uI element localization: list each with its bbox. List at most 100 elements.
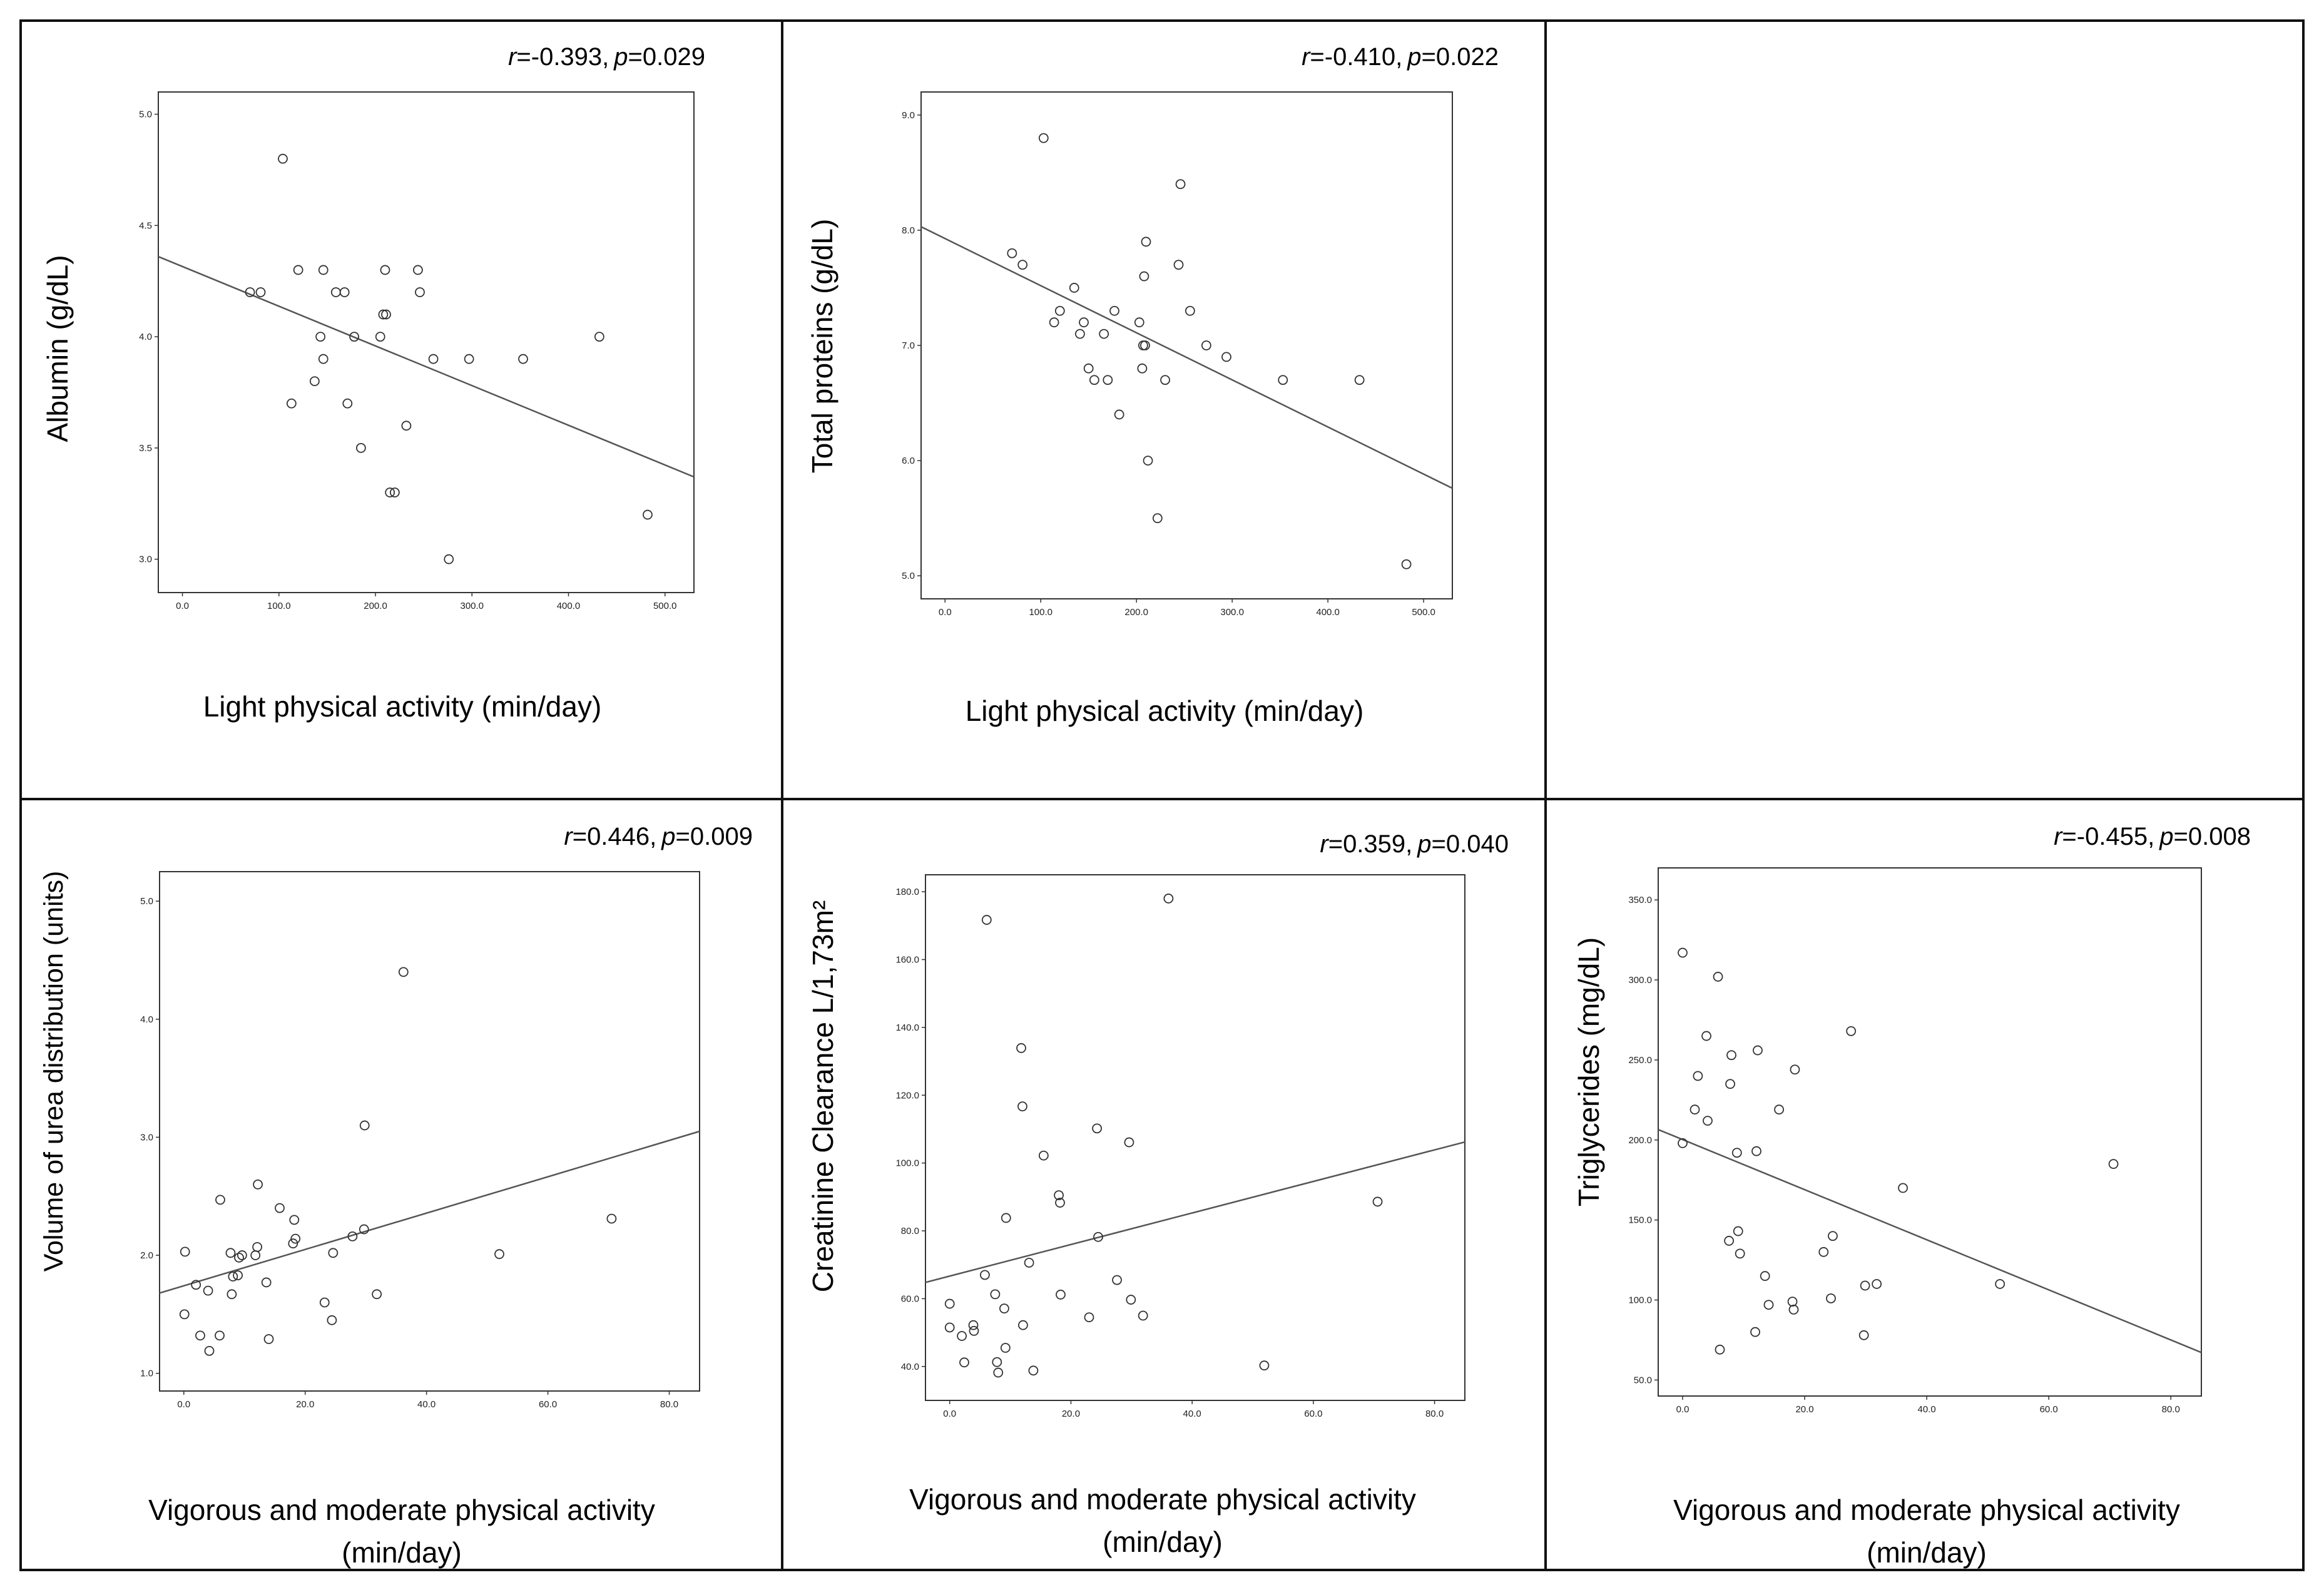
y-tick-label: 350.0 [1628,895,1652,905]
x-tick-label: 400.0 [1316,607,1340,618]
data-point [1995,1279,2005,1289]
data-point [261,1277,272,1288]
data-point [328,1248,339,1258]
x-tick-label: 500.0 [653,601,677,611]
data-point [1713,972,1723,982]
y-tick-label: 80.0 [901,1226,919,1236]
data-point [286,398,297,409]
data-point [444,554,454,564]
data-point [944,1298,955,1309]
fit-line [920,226,1453,489]
data-point [1055,1198,1065,1208]
data-point [944,1322,955,1333]
data-point [1689,1104,1700,1115]
x-tick-label: 0.0 [939,607,952,618]
y-axis-label: Creatinine Clearance L/1,73m² [807,900,839,1292]
p-value: =0.029 [628,43,705,71]
data-point [1173,260,1184,270]
data-point [1083,363,1094,374]
data-point [1401,559,1412,569]
data-point [1038,133,1049,143]
y-tick-label: 250.0 [1628,1055,1652,1066]
data-point [1221,352,1231,362]
data-point [1018,1320,1028,1330]
data-point [1751,1146,1761,1156]
data-point [380,265,390,275]
x-tick-label: 40.0 [1183,1409,1201,1419]
x-tick-label: 100.0 [1029,607,1052,618]
p-symbol: p [1407,43,1421,71]
x-tick-label: 80.0 [2162,1404,2180,1415]
data-point [494,1249,504,1260]
x-tick-label: 0.0 [177,1399,190,1410]
r-value: =-0.393, [516,43,609,71]
data-point [349,332,359,342]
data-point [203,1285,213,1296]
data-point [1139,271,1149,282]
grid-outer-border [19,19,2305,1571]
data-point [359,1224,369,1235]
y-tick-label: 4.5 [139,220,152,231]
p-symbol: p [1417,830,1431,858]
y-tick-label: 40.0 [901,1362,919,1372]
data-point [1788,1304,1799,1315]
data-point [1760,1271,1770,1282]
p-value: =0.040 [1432,830,1509,858]
data-point [1089,375,1099,385]
data-point [1733,1226,1743,1236]
y-tick-label: 4.0 [139,332,152,342]
data-point [255,287,266,297]
y-tick-label: 4.0 [140,1014,153,1025]
data-point [289,1215,300,1225]
data-point [1137,363,1148,374]
r-symbol: r [1302,43,1311,71]
x-tick-label: 200.0 [1124,607,1148,618]
data-point [1109,305,1119,316]
data-point [1858,1330,1869,1340]
data-point [643,509,653,520]
r-symbol: r [2054,823,2063,850]
data-point [1163,894,1174,904]
data-point [464,354,474,364]
data-point [428,354,439,364]
data-point [215,1330,225,1341]
x-tick-label: 200.0 [364,601,387,611]
p-value: =0.009 [676,823,753,850]
y-tick-label: 180.0 [895,887,919,897]
x-axis-label: Light physical activity (min/day) [203,690,602,723]
data-point [1678,947,1688,958]
r-value: =0.359, [1328,830,1413,858]
fit-line [1658,1129,2202,1353]
y-ticks: 5.0 6.0 7.0 8.0 9.0 [902,110,921,581]
panel-urea-volume: r=0.446, p=0.009 1.0 2.0 3.0 4.0 5.0 0.0 20.0 4… [39,823,753,1569]
plot-frame [1658,867,2202,1397]
y-tick-label: 120.0 [895,1090,919,1101]
data-point [252,1241,263,1252]
x-tick-label: 40.0 [417,1399,436,1410]
fit-line [158,255,695,478]
x-tick-label: 40.0 [1918,1404,1936,1415]
p-symbol: p [613,43,628,71]
data-point [1000,1343,1011,1353]
r-value: =0.446, [573,823,657,850]
y-axis-label: Volume of urea distribution (units) [39,871,69,1272]
data-point [1372,1196,1383,1207]
x-tick-label: 100.0 [267,601,291,611]
data-point [594,332,604,342]
y-tick-label: 3.0 [139,554,152,565]
p-value: =0.022 [1422,43,1499,71]
r-value: =-0.410, [1310,43,1402,71]
x-ticks: 0.0 100.0 200.0 300.0 400.0 500.0 [939,599,1435,618]
data-point [1075,329,1085,339]
y-axis-label: Total proteins (g/dL) [806,219,838,474]
y-tick-label: 100.0 [1628,1295,1652,1306]
p-symbol: p [661,823,675,850]
r-symbol: r [564,823,573,850]
panel-total-proteins: r=-0.410, p=0.022 5.0 6.0 7.0 8.0 9.0 0.0 100.… [806,43,1499,727]
data-point [293,265,303,275]
x-ticks: 0.0 20.0 40.0 60.0 80.0 [1676,1396,2180,1415]
data-point [1763,1300,1774,1310]
y-tick-label: 5.0 [139,110,152,120]
x-tick-label: 80.0 [660,1399,678,1410]
